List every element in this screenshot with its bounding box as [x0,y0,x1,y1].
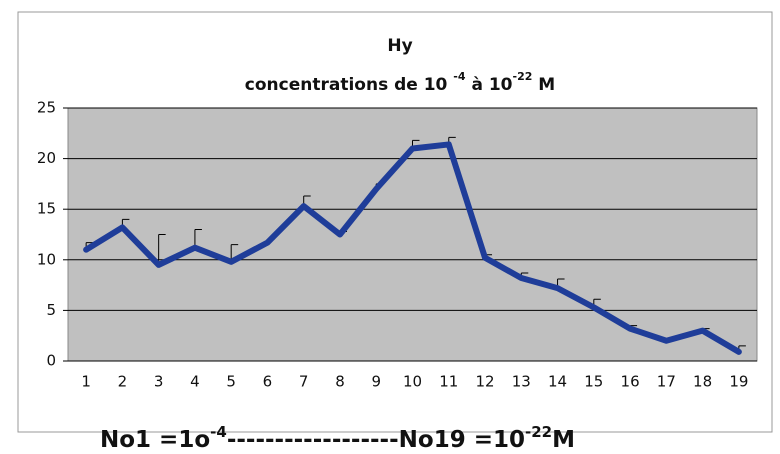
x-tick-label: 13 [512,373,531,391]
x-tick-label: 6 [263,373,273,391]
annotation-part: No1 =1o [100,427,210,453]
x-tick-label: 5 [226,373,236,391]
y-tick-label: 20 [37,149,56,167]
x-tick-label: 2 [118,373,128,391]
y-tick-label: 25 [37,99,56,117]
x-tick-label: 17 [657,373,676,391]
subtitle-part: à 10 [466,75,513,95]
chart-subtitle: concentrations de 10 -4 à 10-22 M [245,70,555,95]
y-tick-label: 0 [46,352,56,370]
y-tick-label: 10 [37,250,56,268]
y-tick-label: 5 [46,301,56,319]
subtitle-part: -4 [453,70,466,83]
subtitle-part: -22 [513,70,533,83]
annotation-part: -4 [210,423,227,441]
x-tick-label: 1 [81,373,91,391]
x-tick-label: 12 [475,373,494,391]
annotation-part: ------------------No19 =10 [227,427,525,453]
x-tick-label: 7 [299,373,309,391]
y-tick-label: 15 [37,200,56,218]
subtitle-part: M [532,75,555,95]
chart-title: Hy [387,36,412,56]
annotation: No1 =1o-4------------------No19 =10-22M [100,423,575,453]
x-tick-label: 4 [190,373,200,391]
x-tick-label: 15 [584,373,603,391]
x-tick-label: 14 [548,373,567,391]
error-bar [194,228,202,248]
annotation-part: M [552,427,575,453]
x-tick-label: 10 [403,373,422,391]
data-line [83,141,742,355]
x-tick-label: 16 [621,373,640,391]
error-bar [158,234,166,265]
x-tick-label: 8 [335,373,345,391]
x-tick-label: 19 [729,373,748,391]
annotation-part: -22 [525,423,552,441]
x-tick-label: 9 [371,373,381,391]
x-tick-label: 11 [439,373,458,391]
x-tick-label: 18 [693,373,712,391]
x-tick-label: 3 [154,373,164,391]
subtitle-part: concentrations de 10 [245,75,454,95]
